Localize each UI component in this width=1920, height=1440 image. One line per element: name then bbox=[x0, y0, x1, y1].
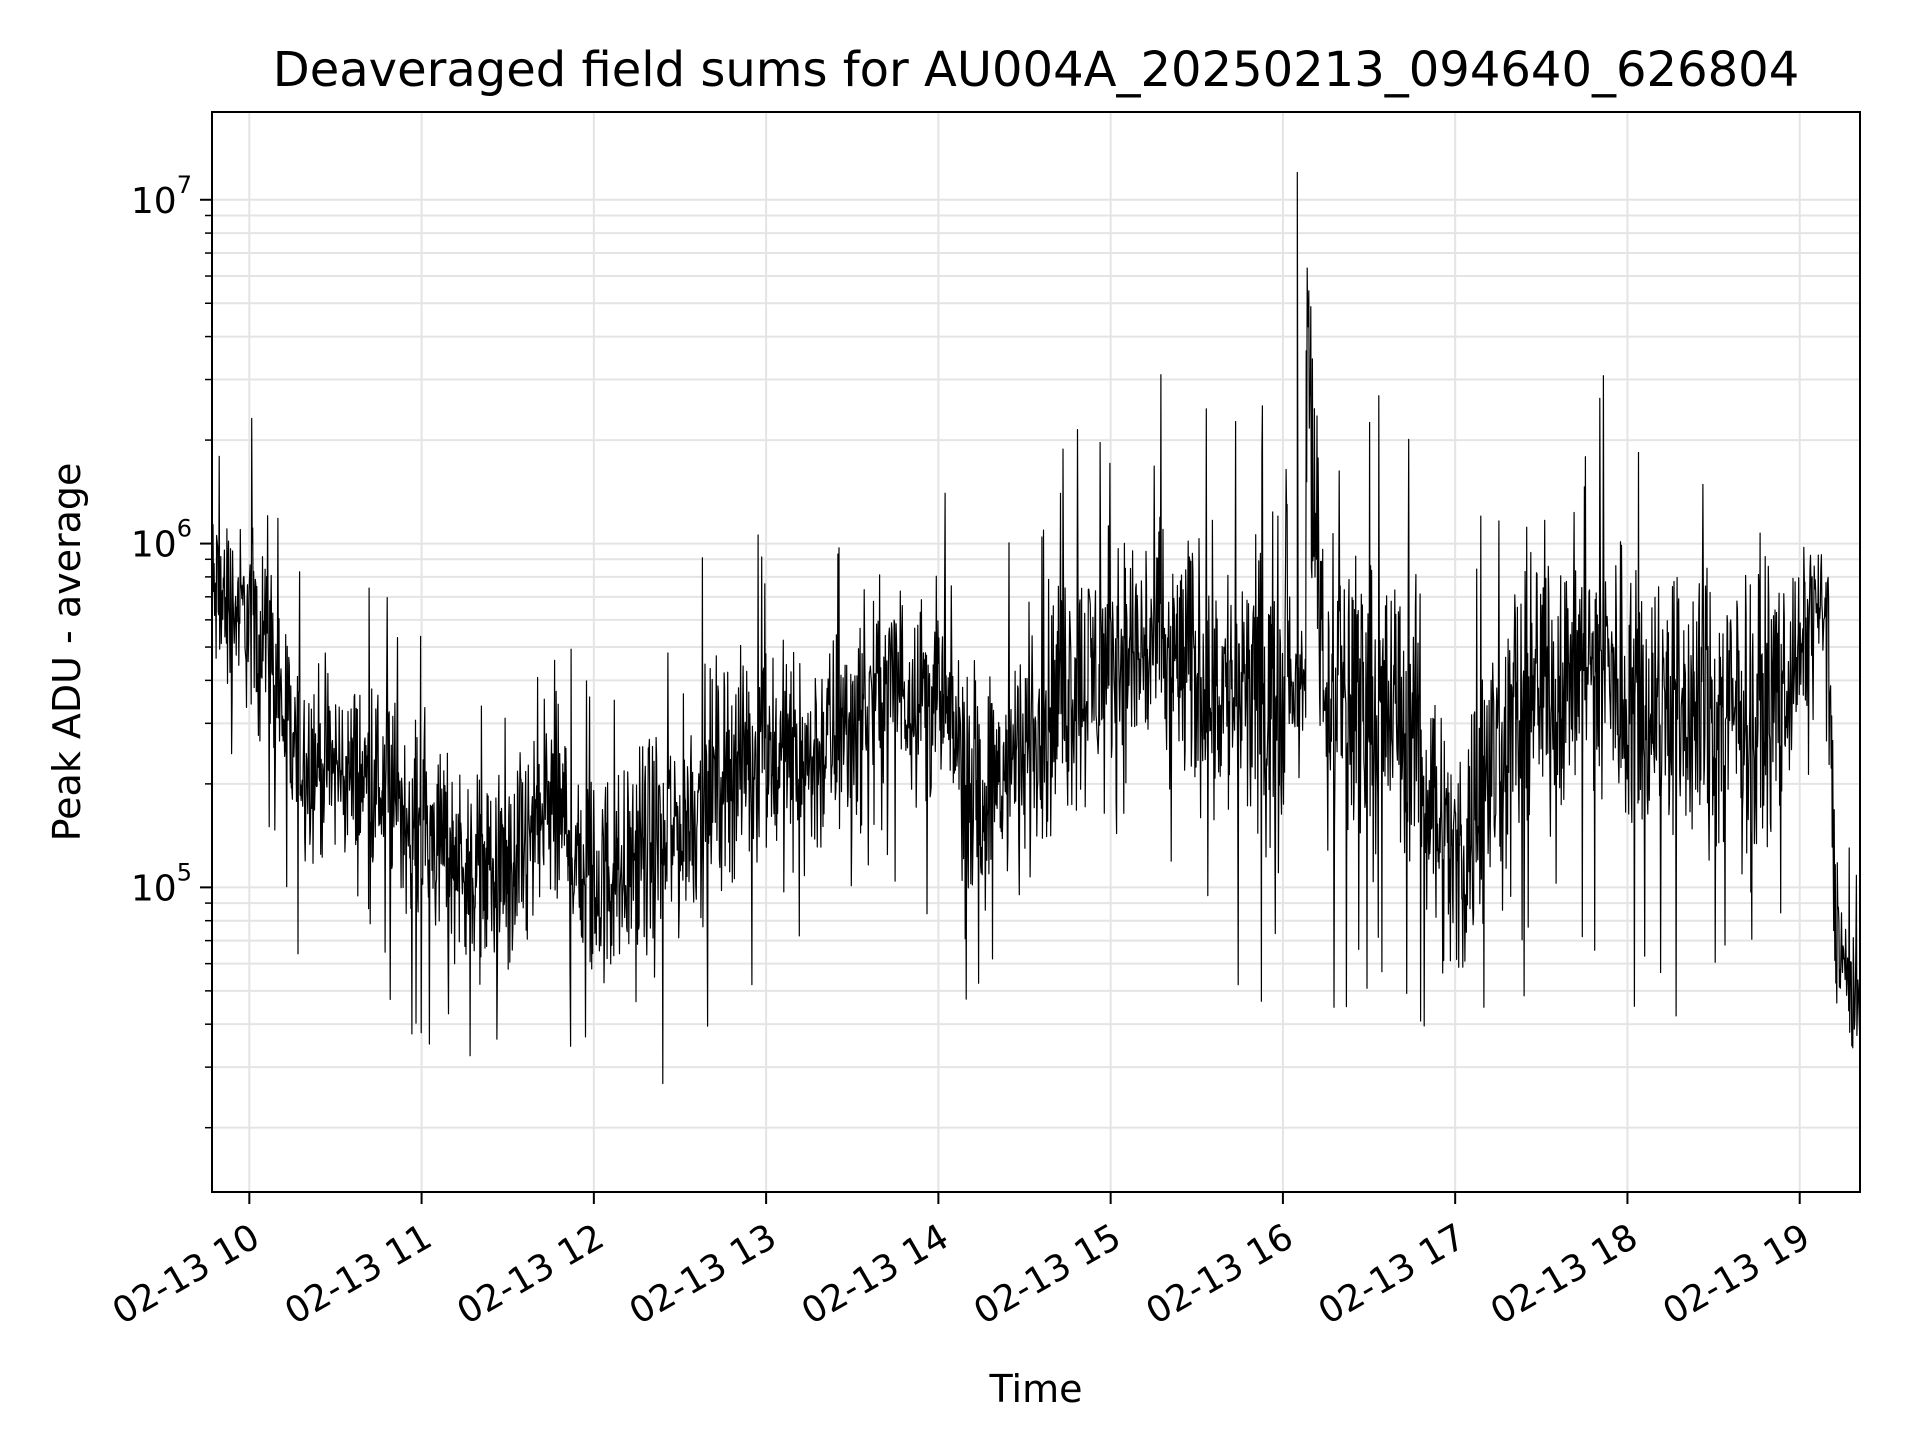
y-axis: 105 106 107 bbox=[131, 171, 212, 1129]
chart-title: Deaveraged field sums for AU004A_2025021… bbox=[273, 42, 1799, 98]
y-tick-label: 105 bbox=[131, 858, 192, 909]
x-axis-label: Time bbox=[989, 1367, 1083, 1411]
y-tick-label: 106 bbox=[131, 515, 192, 566]
x-tick-label: 02-13 11 bbox=[278, 1216, 439, 1332]
x-axis: 02-13 10 02-13 11 02-13 12 02-13 13 02-13 14… bbox=[106, 1192, 1817, 1333]
x-tick-label: 02-13 17 bbox=[1312, 1216, 1473, 1332]
series-line bbox=[211, 171, 1861, 1085]
x-tick-label: 02-13 12 bbox=[450, 1216, 611, 1332]
plot-frame bbox=[211, 111, 1861, 1193]
x-tick-label: 02-13 14 bbox=[795, 1216, 956, 1332]
y-axis-label: Peak ADU - average bbox=[45, 463, 89, 842]
x-tick-label: 02-13 19 bbox=[1656, 1216, 1817, 1332]
x-tick-label: 02-13 15 bbox=[967, 1216, 1128, 1332]
x-tick-label: 02-13 16 bbox=[1140, 1216, 1301, 1332]
x-tick-label: 02-13 13 bbox=[623, 1216, 784, 1332]
y-tick-label: 107 bbox=[131, 171, 192, 222]
x-tick-label: 02-13 18 bbox=[1484, 1216, 1645, 1332]
data-series bbox=[211, 171, 1861, 1085]
x-tick-label: 02-13 10 bbox=[106, 1216, 267, 1332]
